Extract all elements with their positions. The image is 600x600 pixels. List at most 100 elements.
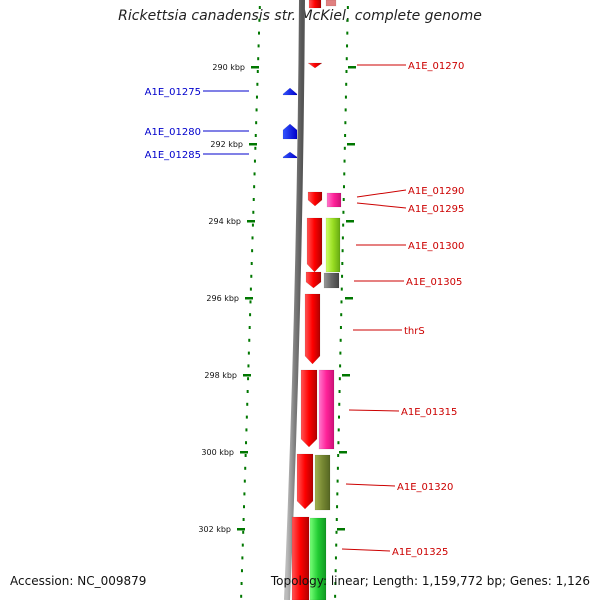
tick-dot	[243, 505, 246, 509]
tick-dot	[342, 198, 345, 201]
tick-dot	[240, 582, 243, 585]
gene-box	[323, 272, 340, 289]
major-tick	[237, 528, 245, 531]
tick-dot	[334, 556, 337, 560]
tick-dot	[338, 390, 341, 393]
tick-dot	[340, 287, 343, 291]
gene-arrow	[300, 369, 318, 448]
tick-dot	[251, 236, 254, 240]
tick-dot	[342, 223, 345, 227]
tick-dot	[338, 402, 341, 406]
gene-box	[309, 517, 327, 600]
gene-box	[326, 192, 342, 208]
gene-arrow	[307, 62, 323, 69]
tick-dot	[343, 146, 346, 150]
tick-dot	[335, 530, 338, 534]
tick-dot	[253, 172, 256, 176]
genome-backbone	[284, 0, 305, 600]
tick-dot	[245, 441, 248, 445]
tick-dot	[337, 454, 340, 457]
tick-dot	[344, 95, 347, 99]
tick-dot	[335, 518, 338, 521]
tick-dot	[251, 223, 254, 227]
tick-dot	[336, 505, 339, 509]
gene-label[interactable]: A1E_01305	[406, 277, 462, 288]
gene-arrow	[306, 217, 323, 273]
tick-dot	[247, 364, 250, 368]
gene-label[interactable]: A1E_01320	[397, 482, 453, 493]
tick-dot	[337, 428, 340, 432]
tick-dot	[343, 172, 346, 176]
axis-ticks: 290 kbp 292 kbp 294 kbp 296 kbp 298 kbp 300 k…	[198, 63, 356, 534]
tick-dot	[340, 313, 343, 317]
gene-arrow	[296, 453, 314, 510]
tick-dot	[339, 338, 342, 342]
major-tick	[249, 143, 257, 146]
tick-dot	[258, 6, 261, 9]
major-tick	[243, 374, 251, 377]
tick-dot	[253, 159, 256, 163]
tick-dot	[335, 543, 338, 547]
tick-dot	[243, 479, 246, 483]
major-tick	[345, 297, 353, 300]
gene-label[interactable]: A1E_01270	[408, 61, 464, 72]
gene-label[interactable]: thrS	[404, 326, 425, 337]
gene-label[interactable]: A1E_01285	[145, 150, 201, 161]
label-leader-line	[348, 409, 400, 412]
tick-dot	[344, 121, 347, 125]
gene-label[interactable]: A1E_01325	[392, 547, 448, 558]
tick-dot	[250, 262, 253, 265]
tick-dot	[245, 428, 248, 432]
gene-arrow	[305, 271, 322, 289]
tick-dots	[240, 6, 349, 598]
tick-dot	[255, 121, 258, 125]
tick-dot	[241, 543, 244, 547]
tick-dot	[345, 82, 348, 86]
tick-dot	[248, 326, 251, 329]
gene-box	[318, 369, 335, 450]
tick-label: 290 kbp	[212, 63, 245, 72]
tick-dot	[254, 134, 257, 137]
tick-dot	[257, 57, 260, 61]
major-tick	[348, 66, 356, 69]
major-tick	[346, 220, 354, 223]
gene-label[interactable]: A1E_01275	[145, 87, 201, 98]
tick-dot	[343, 159, 346, 163]
gene-label[interactable]: A1E_01300	[408, 241, 464, 252]
gene-label[interactable]: A1E_01315	[401, 407, 457, 418]
label-leader-line	[341, 548, 391, 552]
tick-dot	[256, 82, 259, 86]
major-tick	[337, 528, 345, 531]
tick-dot	[250, 274, 253, 278]
tick-label: 302 kbp	[198, 525, 231, 534]
tick-dot	[251, 249, 254, 253]
tick-dot	[345, 57, 348, 61]
tick-dot	[248, 338, 251, 342]
tick-dot	[342, 185, 345, 189]
tick-dot	[243, 492, 246, 496]
gene-arrow	[304, 293, 321, 365]
gene-label[interactable]: A1E_01290	[408, 186, 464, 197]
gene-features	[282, 0, 342, 600]
tick-dot	[346, 6, 349, 9]
tick-dot	[257, 31, 260, 35]
gene-label[interactable]: A1E_01295	[408, 204, 464, 215]
tick-dot	[252, 210, 255, 214]
tick-label: 298 kbp	[204, 371, 237, 380]
tick-dot	[344, 134, 347, 137]
tick-dot	[240, 569, 243, 573]
tick-dot	[337, 441, 340, 445]
tick-dot	[252, 198, 255, 201]
gene-label[interactable]: A1E_01280	[145, 127, 201, 138]
tick-dot	[341, 262, 344, 265]
tick-dot	[254, 146, 257, 150]
tick-dot	[339, 364, 342, 368]
tick-dot	[244, 454, 247, 457]
gene-arrow	[307, 191, 323, 207]
genome-summary-text: Topology: linear; Length: 1,159,772 bp; …	[270, 574, 590, 588]
label-leader-line	[356, 202, 407, 209]
tick-dot	[246, 402, 249, 406]
tick-dot	[341, 249, 344, 253]
tick-dot	[338, 377, 341, 381]
